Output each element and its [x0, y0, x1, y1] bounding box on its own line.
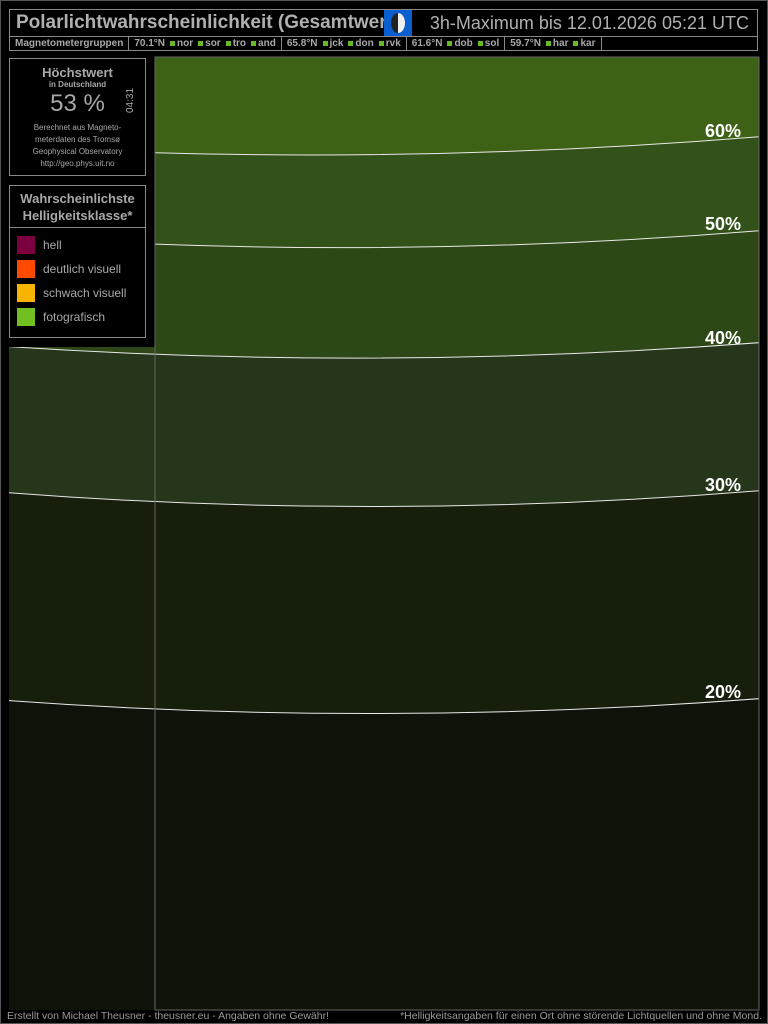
- station: jck: [329, 38, 344, 49]
- max-subtitle: in Deutschland: [48, 80, 107, 89]
- color-swatch: [17, 260, 35, 278]
- label-40: 40%: [705, 328, 741, 348]
- source-line: http://geo.phys.uit.no: [40, 159, 115, 168]
- legend-item: hell: [17, 236, 145, 254]
- station: sor: [205, 38, 221, 49]
- magnetometer-group: 61.6°N dob sol: [407, 37, 506, 50]
- map-border: [154, 56, 760, 1011]
- station-status-icon: [348, 41, 354, 46]
- label-30: 30%: [705, 475, 741, 495]
- station: dob: [454, 38, 473, 49]
- time-range: 3h-Maximum bis 12.01.2026 05:21 UTC: [429, 13, 749, 33]
- station: rvk: [385, 38, 401, 49]
- contour-20: [9, 697, 759, 714]
- max-value: 53 %: [50, 90, 105, 117]
- magnetometer-group: 59.7°N har kar: [505, 37, 602, 50]
- legend-item: deutlich visuell: [17, 260, 145, 278]
- legend-label: hell: [43, 238, 62, 252]
- legend-title: Helligkeitsklasse*: [22, 208, 133, 223]
- station: and: [258, 38, 276, 49]
- station: har: [552, 38, 569, 49]
- station-status-icon: [225, 41, 231, 46]
- station: tro: [232, 38, 247, 49]
- label-50: 50%: [705, 214, 741, 234]
- station: sol: [484, 38, 500, 49]
- source-line: Geophysical Observatory: [32, 147, 123, 156]
- station: kar: [580, 38, 596, 49]
- label-20: 20%: [705, 682, 741, 702]
- moon-phase-icon: [384, 10, 412, 36]
- station-status-icon: [447, 41, 453, 46]
- band-above-60: [9, 57, 759, 155]
- header: Polarlichtwahrscheinlichkeit (Gesamtwert…: [9, 9, 758, 37]
- legend-title: Wahrscheinlichste: [20, 191, 135, 206]
- footer-credit: Erstellt von Michael Theusner - theusner…: [7, 1010, 329, 1022]
- magnetometer-label: Magnetometergruppen: [10, 37, 130, 50]
- station-status-icon: [477, 41, 483, 46]
- contour-40: [9, 341, 759, 359]
- contour-30: [9, 489, 759, 507]
- max-value-box: Höchstwert in Deutschland 53 % 04:31 Ber…: [9, 58, 146, 176]
- max-time: 04:31: [124, 87, 136, 114]
- magnetometer-groups: Magnetometergruppen 70.1°N nor sor tro and 65…: [9, 37, 758, 51]
- station-status-icon: [378, 41, 384, 46]
- group-latitude: 70.1°N: [134, 38, 166, 49]
- group-latitude: 65.8°N: [286, 38, 318, 49]
- station-status-icon: [251, 41, 257, 46]
- station-status-icon: [322, 41, 328, 46]
- max-title: Höchstwert: [42, 65, 113, 80]
- station-status-icon: [573, 41, 579, 46]
- group-latitude: 59.7°N: [510, 38, 541, 49]
- legend-label: fotografisch: [43, 310, 106, 324]
- station-status-icon: [545, 41, 551, 46]
- color-swatch: [17, 308, 35, 326]
- legend-label: deutlich visuell: [43, 262, 122, 276]
- legend: Wahrscheinlichste Helligkeitsklasse* hel…: [9, 185, 146, 338]
- legend-item: schwach visuell: [17, 284, 145, 302]
- source-line: Berechnet aus Magneto-: [33, 123, 122, 132]
- page-title: Polarlichtwahrscheinlichkeit (Gesamtwert…: [16, 12, 400, 33]
- legend-item: fotografisch: [17, 308, 145, 326]
- magnetometer-group: 65.8°N jck don rvk: [282, 37, 407, 50]
- station-status-icon: [198, 41, 204, 46]
- legend-label: schwach visuell: [43, 286, 127, 300]
- magnetometer-group: 70.1°N nor sor tro and: [129, 37, 282, 50]
- source-line: meterdaten des Tromsø: [35, 135, 120, 144]
- color-swatch: [17, 236, 35, 254]
- station: nor: [177, 38, 194, 49]
- label-60: 60%: [705, 121, 741, 141]
- color-swatch: [17, 284, 35, 302]
- station: don: [355, 38, 374, 49]
- station-status-icon: [170, 41, 176, 46]
- group-latitude: 61.6°N: [411, 38, 443, 49]
- footer-note: *Helligkeitsangaben für einen Ort ohne s…: [400, 1010, 762, 1022]
